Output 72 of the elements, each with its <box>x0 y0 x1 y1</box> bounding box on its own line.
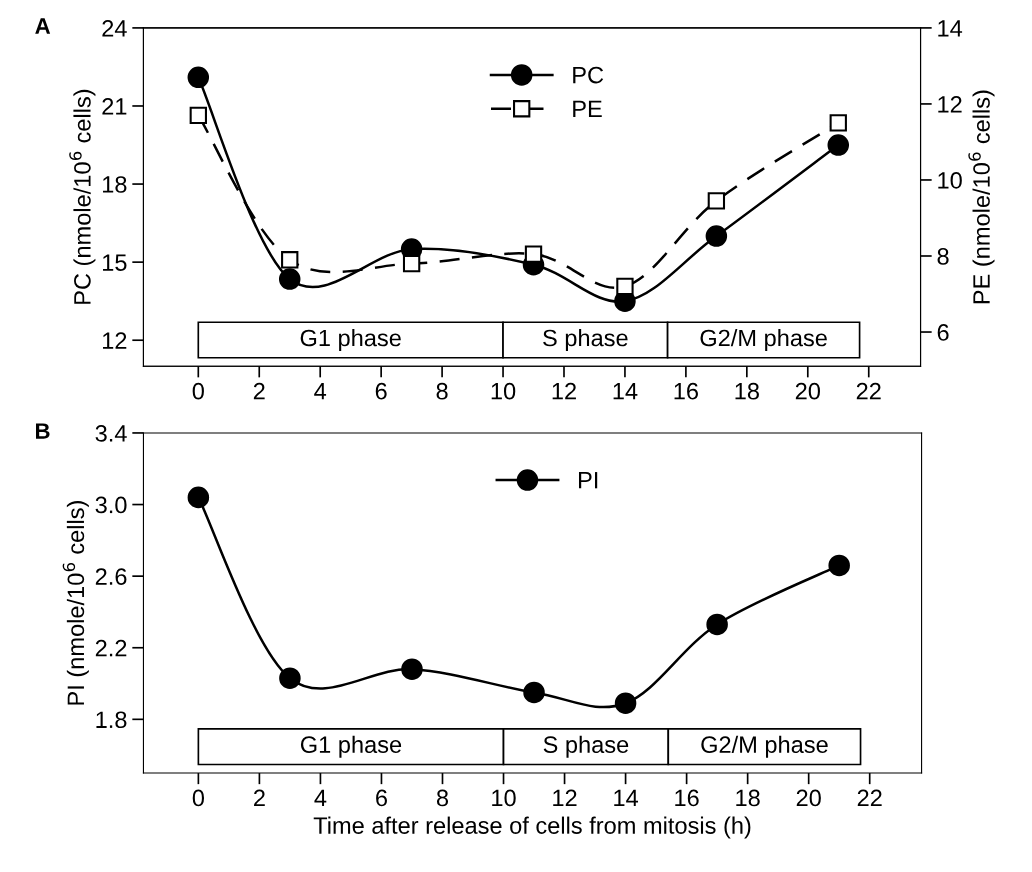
point <box>401 658 423 680</box>
point <box>281 251 299 269</box>
y-tick-label: 3.0 <box>95 496 127 514</box>
y-tick-label: 18 <box>103 176 127 193</box>
x-tick-label: 16 <box>675 789 699 807</box>
y-tick-label: 3.4 <box>95 425 127 442</box>
y2-tick-label: 14 <box>938 20 963 37</box>
point <box>706 613 728 636</box>
x-tick-label: 6 <box>375 382 387 400</box>
point <box>707 192 726 210</box>
x-tick-label: 16 <box>674 382 698 400</box>
y2-tick-label: 6 <box>937 324 949 341</box>
x-tick-label: 2 <box>253 382 265 400</box>
point <box>828 554 850 577</box>
y-tick-label: 21 <box>102 98 127 115</box>
x-tick-label: 10 <box>492 789 516 807</box>
point <box>827 134 850 156</box>
x-tick-label: 18 <box>735 382 759 400</box>
x-tick-label: 14 <box>613 383 638 400</box>
point <box>187 486 210 509</box>
band-label: G1 phase <box>300 329 401 352</box>
point <box>279 667 301 689</box>
band-label: G2/M phase <box>701 735 828 758</box>
chart-title: B <box>36 423 50 439</box>
x-tick-label: 18 <box>736 789 760 807</box>
band-label: G2/M phase <box>700 329 827 352</box>
point <box>402 254 421 273</box>
x-tick-label: 10 <box>491 382 516 400</box>
x-tick-label: 8 <box>436 382 448 400</box>
y2-tick-label: 12 <box>938 96 962 113</box>
band-label: G1 phase <box>300 735 402 758</box>
y-tick-label: 15 <box>103 254 127 271</box>
y2-tick-label: 8 <box>937 248 949 265</box>
x-tick-label: 14 <box>614 789 639 807</box>
point <box>524 245 543 263</box>
x-tick-label: 2 <box>254 789 265 807</box>
x-tick-label: 20 <box>796 789 821 807</box>
point <box>614 692 637 714</box>
y2-axis-title: PE (nmole/10$^{6}$ cells) <box>968 90 995 304</box>
x-tick-label: 22 <box>857 789 882 807</box>
y-tick-label: 2.2 <box>95 639 127 657</box>
x-tick-label: 0 <box>192 382 204 400</box>
point <box>523 681 545 704</box>
legend-label: PE <box>573 100 602 117</box>
y-tick-label: 12 <box>103 332 127 349</box>
x-tick-label: 6 <box>376 789 387 807</box>
point <box>189 106 207 125</box>
x-tick-label: 20 <box>795 382 820 400</box>
point <box>705 225 728 247</box>
legend-label: PI <box>579 472 598 489</box>
x-axis-title: Time after release of cells from mitosis (h) <box>313 816 751 839</box>
point <box>187 66 210 89</box>
y-tick-label: 24 <box>102 19 127 37</box>
chart-title: A <box>35 18 51 34</box>
point <box>829 114 847 132</box>
y-tick-label: 2.6 <box>95 568 127 585</box>
y-axis-title: PI (nmole/10$^{6}$ cells) <box>62 501 89 705</box>
y-tick-label: 1.8 <box>96 711 127 729</box>
band-label: S phase <box>543 329 628 352</box>
band-label: S phase <box>543 735 629 758</box>
x-tick-label: 4 <box>314 383 327 400</box>
legend-label: PC <box>573 66 604 84</box>
x-tick-label: 22 <box>856 382 881 400</box>
y2-tick-label: 10 <box>938 172 962 189</box>
x-tick-label: 12 <box>552 382 576 400</box>
x-tick-label: 12 <box>553 789 577 807</box>
x-tick-label: 8 <box>436 789 449 807</box>
x-tick-label: 0 <box>192 789 205 807</box>
point <box>278 268 301 290</box>
y-axis-title: PC (nmole/10$^{6}$ cells) <box>69 89 96 304</box>
point <box>616 277 634 296</box>
x-tick-label: 4 <box>314 789 327 807</box>
